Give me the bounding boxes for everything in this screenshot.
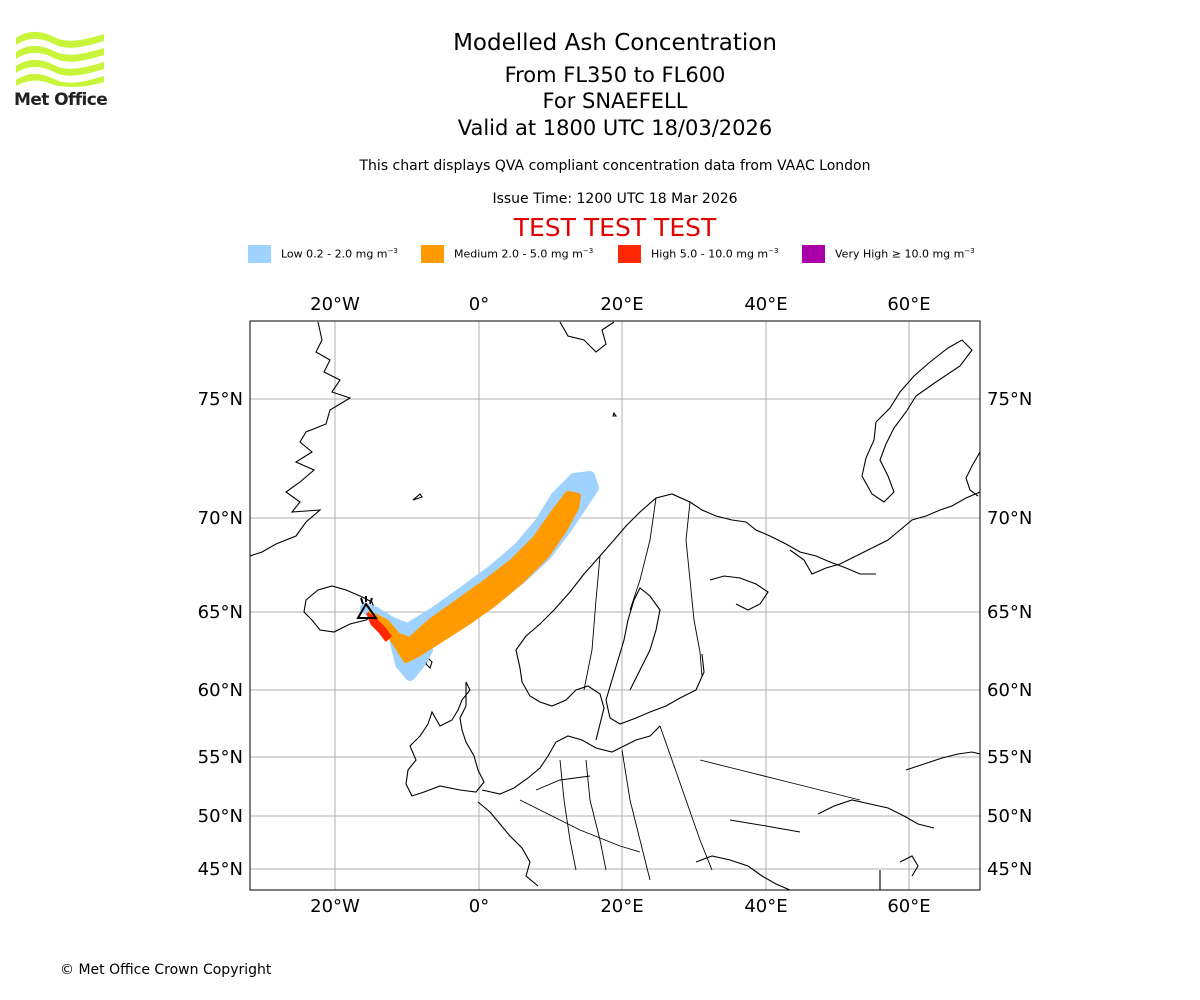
coast-kola: [709, 575, 769, 611]
lon-label-top-0: 0°: [469, 294, 489, 315]
volcano-icon: [356, 596, 378, 619]
chart-title: Modelled Ash Concentration: [453, 30, 777, 56]
legend-label-low: Low 0.2 - 2.0 mg m−3: [281, 246, 398, 261]
issue-time: Issue Time: 1200 UTC 18 Mar 2026: [492, 191, 738, 207]
legend-item-low: Low 0.2 - 2.0 mg m−3: [248, 244, 398, 263]
ash-plume: [360, 471, 599, 681]
map-frame: [249, 320, 981, 891]
lat-label-left-45n: 45°N: [198, 859, 243, 880]
legend-label-medium: Medium 2.0 - 5.0 mg m−3: [454, 246, 594, 261]
compliance-note: This chart displays QVA compliant concen…: [359, 158, 871, 174]
coast-svalbard: [559, 321, 615, 353]
lon-label-top-20e: 20°E: [600, 294, 643, 315]
lat-label-left-55n: 55°N: [198, 747, 243, 768]
lat-label-right-55n: 55°N: [987, 747, 1032, 768]
flight-level-range: From FL350 to FL600: [504, 63, 726, 87]
lat-label-right-65n: 65°N: [987, 602, 1032, 623]
valid-time: Valid at 1800 UTC 18/03/2026: [457, 116, 773, 140]
legend-swatch-low: [248, 244, 271, 263]
coast-east-1: [905, 751, 980, 771]
legend-item-high: High 5.0 - 10.0 mg m−3: [618, 244, 778, 263]
legend-swatch-high: [618, 244, 641, 263]
lat-label-right-70n: 70°N: [987, 508, 1032, 529]
legend-label-high: High 5.0 - 10.0 mg m−3: [651, 246, 779, 261]
coast-norway: [515, 493, 876, 651]
ash-map: 20°W 0° 20°E 40°E 60°E 20°W 0° 20°E 40°E…: [198, 294, 1033, 917]
ash-area-high: [366, 612, 392, 642]
lat-label-left-70n: 70°N: [198, 508, 243, 529]
copyright-text: © Met Office Crown Copyright: [60, 962, 272, 978]
coast-continent: [481, 725, 661, 795]
coast-finland: [605, 587, 705, 725]
met-office-logo: Met Office: [14, 30, 108, 112]
logo-text: Met Office: [14, 90, 108, 110]
lat-label-left-65n: 65°N: [198, 602, 243, 623]
coast-caspian: [879, 855, 919, 890]
legend-swatch-very-high: [802, 244, 825, 263]
lon-label-bottom-20e: 20°E: [600, 896, 643, 917]
coast-greenland: [250, 321, 352, 557]
lat-label-right-45n: 45°N: [987, 859, 1032, 880]
lat-label-left-75n: 75°N: [198, 389, 243, 410]
coast-novaya-zemlya: [861, 339, 973, 503]
ash-area-medium: [367, 491, 581, 663]
lat-label-left-50n: 50°N: [198, 806, 243, 827]
coast-russia-north: [789, 491, 980, 575]
lat-label-right-75n: 75°N: [987, 389, 1032, 410]
logo-waves-icon: [16, 31, 104, 87]
legend-item-very-high: Very High ≥ 10.0 mg m−3: [802, 244, 975, 263]
lon-label-top-20w: 20°W: [310, 294, 360, 315]
borders: [519, 497, 861, 881]
coastlines: [250, 321, 980, 890]
lon-label-bottom-0: 0°: [469, 896, 489, 917]
lat-label-left-60n: 60°N: [198, 680, 243, 701]
lon-label-top-60e: 60°E: [887, 294, 930, 315]
coast-norway-south: [515, 649, 605, 741]
coast-black-sea: [695, 855, 791, 890]
axis-labels: 20°W 0° 20°E 40°E 60°E 20°W 0° 20°E 40°E…: [198, 294, 1033, 917]
coast-kara: [965, 451, 980, 497]
lon-label-bottom-20w: 20°W: [310, 896, 360, 917]
coast-east-2: [817, 799, 935, 829]
test-banner: TEST TEST TEST: [513, 213, 717, 242]
lon-label-top-40e: 40°E: [744, 294, 787, 315]
lat-label-right-50n: 50°N: [987, 806, 1032, 827]
lat-label-right-60n: 60°N: [987, 680, 1032, 701]
coast-france: [477, 801, 539, 887]
legend-item-medium: Medium 2.0 - 5.0 mg m−3: [421, 244, 593, 263]
lon-label-bottom-40e: 40°E: [744, 896, 787, 917]
lon-label-bottom-60e: 60°E: [887, 896, 930, 917]
legend-swatch-medium: [421, 244, 444, 263]
legend-label-very-high: Very High ≥ 10.0 mg m−3: [835, 246, 975, 261]
volcano-name: For SNAEFELL: [542, 89, 688, 113]
coast-britain: [405, 681, 485, 797]
